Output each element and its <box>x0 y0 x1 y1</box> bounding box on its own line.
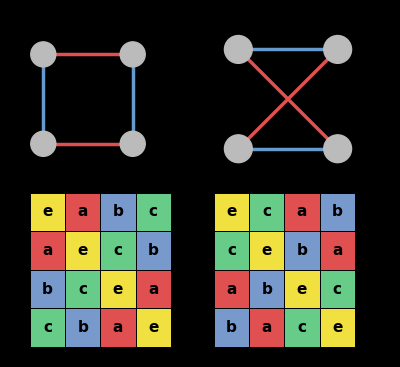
Text: e: e <box>262 243 272 258</box>
Circle shape <box>224 36 252 63</box>
Text: e: e <box>113 281 123 297</box>
Text: a: a <box>297 204 307 219</box>
Text: a: a <box>226 281 237 297</box>
Text: b: b <box>261 281 272 297</box>
Text: b: b <box>77 320 88 335</box>
Circle shape <box>120 131 145 156</box>
Circle shape <box>224 135 252 163</box>
Text: c: c <box>227 243 236 258</box>
Text: c: c <box>298 320 306 335</box>
Text: e: e <box>42 204 53 219</box>
Text: a: a <box>332 243 342 258</box>
Text: a: a <box>78 204 88 219</box>
Text: b: b <box>296 243 308 258</box>
Circle shape <box>120 42 145 67</box>
Circle shape <box>31 42 56 67</box>
Text: e: e <box>297 281 307 297</box>
Text: c: c <box>262 204 271 219</box>
Text: e: e <box>148 320 158 335</box>
Text: c: c <box>333 281 342 297</box>
Text: a: a <box>148 281 158 297</box>
Text: a: a <box>113 320 123 335</box>
Text: e: e <box>226 204 237 219</box>
Text: c: c <box>43 320 52 335</box>
Text: c: c <box>114 243 122 258</box>
Text: a: a <box>42 243 53 258</box>
Text: a: a <box>262 320 272 335</box>
Text: b: b <box>42 281 53 297</box>
Circle shape <box>324 36 352 63</box>
Text: e: e <box>332 320 342 335</box>
Circle shape <box>324 135 352 163</box>
Text: b: b <box>226 320 237 335</box>
Text: e: e <box>78 243 88 258</box>
Text: b: b <box>148 243 159 258</box>
Circle shape <box>31 131 56 156</box>
Text: c: c <box>78 281 87 297</box>
Text: b: b <box>112 204 124 219</box>
Text: c: c <box>149 204 158 219</box>
Text: b: b <box>332 204 343 219</box>
